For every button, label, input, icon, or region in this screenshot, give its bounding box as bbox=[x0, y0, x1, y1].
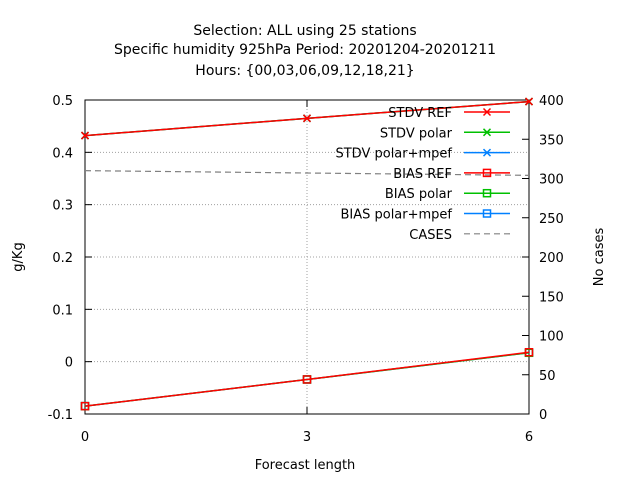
legend-marker bbox=[482, 209, 492, 218]
y2-axis-label: No cases bbox=[592, 228, 607, 287]
legend-label: BIAS polar bbox=[385, 187, 453, 202]
legend-label: STDV polar+mpef bbox=[335, 147, 452, 162]
y2-tick-label: 250 bbox=[539, 212, 564, 227]
data-point bbox=[524, 347, 534, 357]
y2-tick-label: 350 bbox=[539, 133, 564, 148]
legend-label: BIAS REF bbox=[393, 167, 452, 182]
x-tick-label: 3 bbox=[303, 430, 311, 445]
y2-tick-label: 300 bbox=[539, 173, 564, 188]
y-tick-label: 0.3 bbox=[52, 199, 73, 214]
y-axis-label: g/Kg bbox=[11, 242, 26, 271]
legend-entry: STDV REF bbox=[388, 106, 510, 121]
title-line-1: Selection: ALL using 25 stations bbox=[193, 23, 416, 39]
legend: STDV REF STDV polar STDV polar+mpef BIAS RE… bbox=[335, 106, 510, 243]
x-tick-label: 6 bbox=[525, 430, 533, 445]
y-tick-label: 0.4 bbox=[52, 146, 73, 161]
legend-marker bbox=[482, 148, 492, 157]
legend-entry: STDV polar bbox=[380, 126, 510, 141]
y-tick-label: 0.2 bbox=[52, 251, 73, 266]
y-tick-label: -0.1 bbox=[48, 408, 73, 423]
series-line bbox=[84, 170, 530, 176]
y-tick-label: 0.5 bbox=[52, 94, 73, 109]
data-point bbox=[302, 114, 312, 123]
series-line bbox=[84, 351, 530, 407]
legend-marker bbox=[482, 128, 492, 137]
legend-entry: BIAS polar bbox=[385, 187, 510, 202]
data-series bbox=[80, 97, 534, 411]
legend-label: STDV polar bbox=[380, 126, 453, 141]
title-line-2: Specific humidity 925hPa Period: 2020120… bbox=[114, 42, 496, 58]
legend-entry: STDV polar+mpef bbox=[335, 147, 510, 162]
y-tick-label: 0 bbox=[65, 356, 73, 371]
legend-entry: BIAS polar+mpef bbox=[340, 208, 510, 223]
y2-tick-label: 150 bbox=[539, 290, 564, 305]
y2-tick-label: 0 bbox=[539, 408, 547, 423]
data-point bbox=[80, 401, 90, 411]
grid-lines bbox=[85, 100, 529, 414]
series-cases bbox=[84, 170, 530, 176]
series-stdv-ref bbox=[80, 97, 534, 140]
y-tick-label: 0.1 bbox=[52, 303, 73, 318]
y2-tick-label: 200 bbox=[539, 251, 564, 266]
chart-title: Selection: ALL using 25 stations Specifi… bbox=[114, 23, 496, 79]
axis-ticks: -0.1 0 0.1 0.2 0.3 0.4 0.5 0 50 100 150 200 250 300 35… bbox=[48, 94, 564, 445]
title-line-3: Hours: {00,03,06,09,12,18,21} bbox=[195, 63, 414, 79]
series-bias-ref bbox=[80, 347, 534, 411]
data-point bbox=[302, 375, 312, 384]
legend-marker bbox=[482, 107, 492, 117]
data-point bbox=[524, 97, 534, 106]
y2-tick-label: 400 bbox=[539, 94, 564, 109]
y2-tick-label: 50 bbox=[539, 369, 556, 384]
legend-marker bbox=[482, 188, 492, 198]
legend-entry: BIAS REF bbox=[393, 167, 510, 182]
legend-marker bbox=[482, 168, 492, 178]
y2-tick-label: 100 bbox=[539, 330, 564, 345]
legend-label: CASES bbox=[409, 228, 452, 243]
data-point bbox=[80, 131, 90, 140]
legend-entry: CASES bbox=[409, 228, 510, 243]
x-tick-label: 0 bbox=[81, 430, 89, 445]
legend-label: STDV REF bbox=[388, 106, 452, 121]
legend-label: BIAS polar+mpef bbox=[340, 208, 452, 223]
x-axis-label: Forecast length bbox=[255, 458, 356, 473]
